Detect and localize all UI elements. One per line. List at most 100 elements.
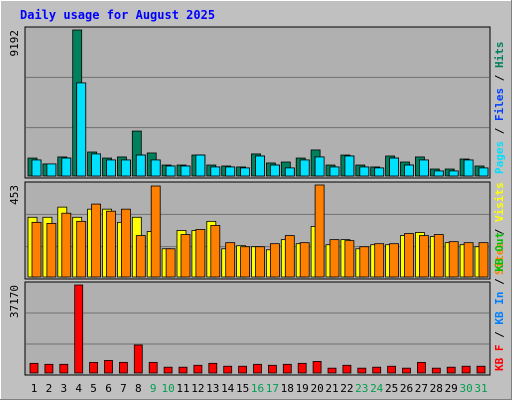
bar [31,159,42,177]
bar [463,159,474,177]
bar [165,248,176,278]
x-tick-label: 11 [176,382,189,395]
bar [359,166,370,177]
bar [282,363,292,374]
bar [284,167,295,177]
legend-entry: KB F [493,345,506,372]
x-tick-label: 7 [120,382,127,395]
bar [478,242,489,278]
bar [461,365,471,374]
bar [299,159,310,177]
bar [135,154,146,177]
bar [133,344,143,374]
legend-separator: / [493,272,506,292]
bar [195,154,206,177]
bar [389,157,400,177]
x-tick-label: 28 [430,382,443,395]
x-tick-label: 30 [459,382,472,395]
bar [329,239,340,278]
x-tick-label: 5 [90,382,97,395]
x-tick-label: 31 [474,382,487,395]
bar [121,208,131,278]
bar [61,212,72,278]
bar [431,367,441,374]
bar [91,153,101,177]
legend-separator: / [493,325,506,345]
x-tick-label: 3 [60,382,67,395]
plot-area [24,26,491,179]
bar [478,167,489,177]
legend: KB F / KB In / KB Out [493,232,506,371]
x-tick-label: 27 [415,382,428,395]
bar [180,234,191,278]
x-tick-label: 19 [296,382,309,395]
bar [240,167,251,177]
bar [476,365,486,374]
bar [210,225,221,278]
legend-entry: Visits [493,182,506,222]
bar [223,365,233,374]
bar [240,246,251,278]
plot-area [24,281,491,376]
bar [463,242,474,278]
bar [29,362,39,374]
bar [89,361,98,374]
bar [418,159,429,177]
bar [165,165,176,177]
bar [119,361,128,374]
bar [106,210,116,278]
bar [433,234,444,278]
bar [448,170,459,177]
bar [299,242,310,278]
legend: Sites / Visits [493,182,506,275]
bar [269,164,280,177]
bar [104,360,113,374]
bar [344,240,355,278]
x-tick-label: 6 [105,382,112,395]
bar [121,159,131,177]
bar [312,360,322,374]
bar [238,365,248,374]
bar [135,235,146,278]
bar [314,184,325,278]
bar [255,246,265,278]
x-tick-label: 25 [385,382,398,395]
bar [150,159,161,177]
bar [446,366,456,374]
x-tick-label: 20 [310,382,323,395]
legend-entry: KB In [493,292,506,325]
x-tick-label: 26 [400,382,413,395]
legend-entry: Pages [493,141,506,174]
bar [148,361,158,374]
bar [178,366,188,374]
x-tick-label: 8 [135,382,142,395]
bar [329,166,340,177]
x-tick-label: 24 [370,382,384,395]
bar [225,166,236,177]
x-tick-label: 10 [161,382,174,395]
bar [76,220,87,278]
bar [61,157,72,177]
bar [314,156,325,177]
x-tick-label: 14 [221,382,235,395]
bar [163,366,173,374]
bar [210,166,221,177]
bar [46,222,57,278]
x-tick-label: 13 [206,382,219,395]
bar [404,164,414,177]
bar [91,203,101,278]
bar [359,246,370,278]
chart-title: Daily usage for August 2025 [20,8,215,22]
legend-separator: / [493,68,506,88]
x-tick-label: 15 [236,382,249,395]
bar [327,367,337,374]
bar [225,242,236,278]
legend: Pages / Files / Hits [493,42,506,175]
bar [297,362,307,374]
legend-separator: / [493,121,506,141]
bar [389,243,400,278]
y-tick-label: 9192 [8,30,21,57]
bar [433,170,444,177]
x-tick-label: 22 [340,382,353,395]
